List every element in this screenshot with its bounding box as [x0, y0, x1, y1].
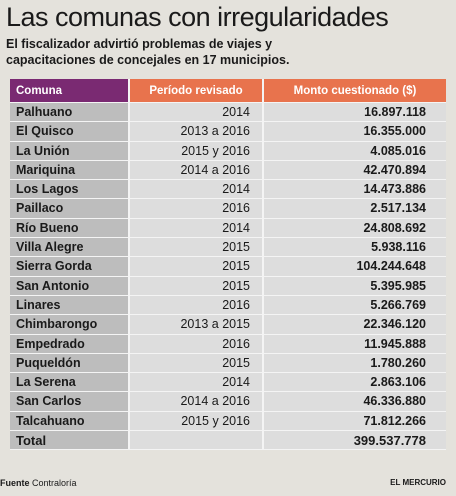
table-row: Villa Alegre 2015 5.938.116	[10, 238, 446, 258]
cell: Puqueldón	[10, 353, 128, 373]
cell: Sierra Gorda	[10, 257, 128, 276]
header-row: Comuna Período revisado Monto cuestionado …	[10, 79, 446, 103]
cell: San Antonio	[10, 276, 128, 295]
cell: Palhuano	[10, 103, 128, 122]
brand: EL MERCURIO	[390, 478, 446, 487]
cell: 2013 a 2016	[128, 122, 262, 141]
cell: 14.473.886	[262, 180, 446, 199]
cell: Talcahuano	[10, 411, 128, 431]
table-row: San Antonio 2015 5.395.985	[10, 276, 446, 296]
table-row: Empedrado 2016 11.945.888	[10, 334, 446, 354]
table-row: San Carlos 2014 a 2016 46.336.880	[10, 392, 446, 412]
cell: La Serena	[10, 373, 128, 392]
cell: 22.346.120	[262, 315, 446, 334]
cell: Villa Alegre	[10, 238, 128, 257]
cell: 16.897.118	[262, 103, 446, 122]
cell: 2015	[128, 353, 262, 373]
total-value: 399.537.778	[262, 431, 446, 450]
table-row: Paillaco 2016 2.517.134	[10, 199, 446, 219]
cell: 2014 a 2016	[128, 392, 262, 411]
cell: 2015	[128, 238, 262, 257]
cell: 2.863.106	[262, 373, 446, 392]
column-header: Monto cuestionado ($)	[262, 79, 446, 102]
table-row: Sierra Gorda 2015 104.244.648	[10, 257, 446, 277]
table-row: El Quisco 2013 a 2016 16.355.000	[10, 122, 446, 142]
cell: 16.355.000	[262, 122, 446, 141]
cell: La Unión	[10, 141, 128, 160]
cell: 2015	[128, 257, 262, 276]
cell: 71.812.266	[262, 411, 446, 431]
cell: 2014	[128, 373, 262, 392]
cell: 5.938.116	[262, 238, 446, 257]
footer: Fuente Contraloría EL MERCURIO	[0, 478, 446, 488]
table-row: La Unión 2015 y 2016 4.085.016	[10, 141, 446, 161]
cell: 4.085.016	[262, 141, 446, 160]
table-row: Mariquina 2014 a 2016 42.470.894	[10, 160, 446, 181]
cell	[128, 431, 262, 450]
cell: 2014	[128, 103, 262, 122]
cell: 104.244.648	[262, 257, 446, 276]
cell: 46.336.880	[262, 392, 446, 411]
cell: 1.780.260	[262, 353, 446, 373]
table: Comuna Período revisado Monto cuestionado …	[10, 79, 446, 451]
cell: 2013 a 2015	[128, 315, 262, 334]
cell: 2016	[128, 199, 262, 218]
cell: Chimbarongo	[10, 315, 128, 334]
source-label: Fuente	[0, 478, 30, 488]
cell: 2015 y 2016	[128, 411, 262, 431]
cell: 2015 y 2016	[128, 141, 262, 160]
cell: Mariquina	[10, 160, 128, 180]
cell: 5.266.769	[262, 295, 446, 315]
table-row: Puqueldón 2015 1.780.260	[10, 353, 446, 374]
cell: 2016	[128, 334, 262, 353]
column-header: Comuna	[10, 79, 128, 102]
cell: Linares	[10, 295, 128, 315]
cell: 5.395.985	[262, 276, 446, 295]
cell: 11.945.888	[262, 334, 446, 353]
cell: Empedrado	[10, 334, 128, 353]
cell: 24.808.692	[262, 218, 446, 238]
subtitle: El fiscalizador advirtió problemas de vi…	[6, 37, 290, 67]
total-row: Total 399.537.778	[10, 431, 446, 451]
table-row: Chimbarongo 2013 a 2015 22.346.120	[10, 315, 446, 335]
table-row: La Serena 2014 2.863.106	[10, 373, 446, 393]
cell: 2014	[128, 218, 262, 238]
cell: El Quisco	[10, 122, 128, 141]
table-row: Río Bueno 2014 24.808.692	[10, 218, 446, 239]
cell: 2.517.134	[262, 199, 446, 218]
total-label: Total	[10, 431, 128, 450]
cell: 2016	[128, 295, 262, 315]
title: Las comunas con irregularidades	[6, 2, 389, 32]
column-header: Período revisado	[128, 79, 262, 102]
cell: 2014	[128, 180, 262, 199]
cell: 2014 a 2016	[128, 160, 262, 180]
table-row: Talcahuano 2015 y 2016 71.812.266	[10, 411, 446, 432]
table-row: Palhuano 2014 16.897.118	[10, 103, 446, 123]
source: Contraloría	[32, 478, 77, 488]
table-row: Los Lagos 2014 14.473.886	[10, 180, 446, 200]
cell: Paillaco	[10, 199, 128, 218]
cell: San Carlos	[10, 392, 128, 411]
cell: Los Lagos	[10, 180, 128, 199]
table-row: Linares 2016 5.266.769	[10, 295, 446, 316]
cell: 2015	[128, 276, 262, 295]
cell: 42.470.894	[262, 160, 446, 180]
cell: Río Bueno	[10, 218, 128, 238]
